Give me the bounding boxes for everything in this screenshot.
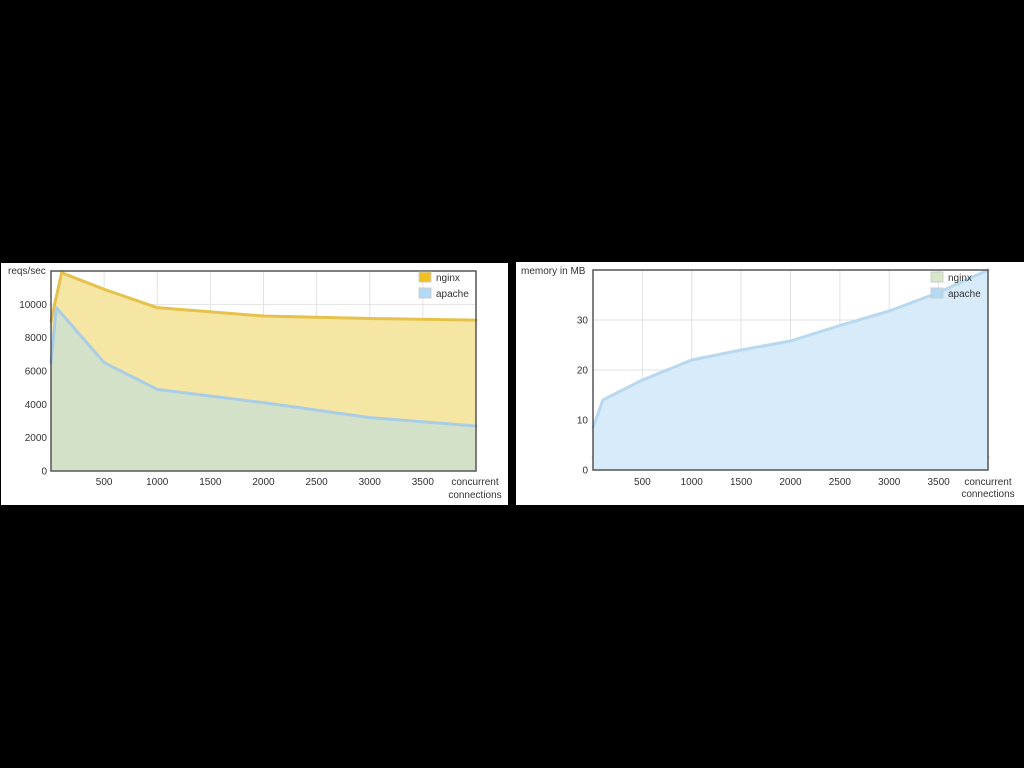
x-tick-label: 3000 [359, 477, 382, 488]
x-tick-label: 3000 [878, 477, 901, 488]
legend: nginx apache [930, 271, 981, 300]
line-apache [591, 268, 990, 429]
y-axis-label: memory in MB [521, 266, 586, 277]
legend-label-apache: apache [436, 289, 469, 300]
y-tick-label: 20 [577, 366, 589, 377]
memory-chart-panel: 0 10 20 30 500 1000 1500 2000 2500 3000 3500 memory… [516, 262, 1024, 505]
area-apache [593, 270, 988, 470]
x-tick-label: 500 [634, 477, 651, 488]
x-tick-label: 2000 [252, 477, 275, 488]
y-axis-label: reqs/sec [8, 266, 46, 277]
y-tick-label: 0 [582, 466, 588, 477]
y-tick-label: 6000 [25, 367, 48, 378]
x-axis-label: connections [961, 489, 1014, 500]
reqs-chart-panel: 0 2000 4000 6000 8000 10000 500 1000 1500 2000 250… [1, 263, 508, 505]
x-axis-label: concurrent [451, 477, 498, 488]
x-tick-label: 1500 [730, 477, 753, 488]
x-tick-label: 2500 [306, 477, 329, 488]
x-tick-label: 3500 [928, 477, 951, 488]
legend-swatch-nginx [418, 271, 432, 283]
x-tick-label: 1500 [199, 477, 222, 488]
x-axis-label: connections [448, 490, 501, 501]
plot-frame [50, 270, 477, 472]
x-tick-label: 1000 [146, 477, 169, 488]
x-tick-label: 1000 [681, 477, 704, 488]
y-tick-label: 30 [577, 316, 589, 327]
legend-label-nginx: nginx [436, 273, 460, 284]
y-tick-label: 10 [577, 416, 589, 427]
plot-frame [592, 269, 989, 471]
area-apache [51, 307, 476, 471]
legend-label-nginx: nginx [948, 273, 972, 284]
y-tick-label: 8000 [25, 333, 48, 344]
y-tick-label: 4000 [25, 400, 48, 411]
legend-label-apache: apache [948, 289, 981, 300]
series-apache [591, 268, 990, 470]
memory-chart: 0 10 20 30 500 1000 1500 2000 2500 3000 3500 memory… [521, 266, 1015, 500]
x-tick-label: 500 [96, 477, 113, 488]
legend-swatch-nginx [930, 271, 944, 283]
legend-swatch-apache [930, 287, 944, 299]
legend: nginx apache [418, 271, 469, 300]
reqs-per-sec-chart: 0 2000 4000 6000 8000 10000 500 1000 1500 2000 250… [8, 266, 502, 501]
y-tick-label: 0 [41, 467, 47, 478]
legend-swatch-apache [418, 287, 432, 299]
x-axis-label: concurrent [964, 477, 1011, 488]
y-tick-label: 2000 [25, 433, 48, 444]
x-tick-label: 2500 [829, 477, 852, 488]
x-tick-label: 2000 [779, 477, 802, 488]
x-tick-label: 3500 [412, 477, 435, 488]
y-tick-label: 10000 [19, 300, 47, 311]
